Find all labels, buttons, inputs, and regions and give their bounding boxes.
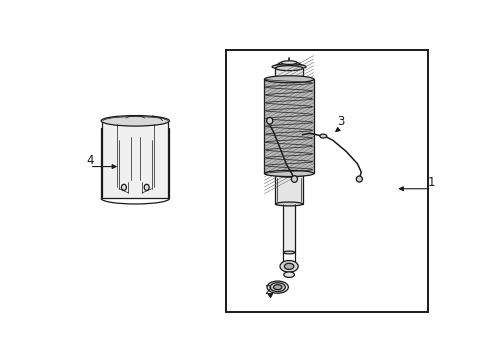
- Polygon shape: [275, 175, 303, 204]
- Ellipse shape: [272, 64, 306, 69]
- Ellipse shape: [284, 272, 294, 278]
- Ellipse shape: [144, 184, 149, 190]
- Ellipse shape: [276, 63, 302, 67]
- Bar: [226, 50, 428, 312]
- Polygon shape: [283, 204, 295, 252]
- Polygon shape: [102, 121, 169, 198]
- Ellipse shape: [275, 77, 303, 81]
- Polygon shape: [265, 79, 314, 174]
- Ellipse shape: [265, 170, 314, 176]
- Text: 1: 1: [428, 176, 435, 189]
- Text: 2: 2: [265, 284, 272, 297]
- Ellipse shape: [280, 261, 298, 272]
- Ellipse shape: [356, 176, 363, 182]
- Text: 3: 3: [337, 115, 344, 128]
- Ellipse shape: [270, 283, 285, 292]
- Bar: [265, 79, 314, 174]
- Ellipse shape: [265, 76, 314, 83]
- Ellipse shape: [101, 116, 170, 126]
- Polygon shape: [275, 68, 303, 79]
- Ellipse shape: [275, 173, 303, 177]
- Ellipse shape: [122, 184, 126, 190]
- Ellipse shape: [273, 285, 282, 290]
- Ellipse shape: [281, 61, 297, 64]
- Ellipse shape: [278, 62, 300, 66]
- Ellipse shape: [275, 66, 303, 71]
- Text: 4: 4: [86, 154, 94, 167]
- Ellipse shape: [267, 281, 288, 293]
- Ellipse shape: [284, 263, 294, 269]
- Ellipse shape: [320, 134, 327, 138]
- Ellipse shape: [292, 176, 297, 183]
- Ellipse shape: [275, 202, 303, 206]
- Ellipse shape: [267, 117, 273, 124]
- Ellipse shape: [283, 251, 295, 254]
